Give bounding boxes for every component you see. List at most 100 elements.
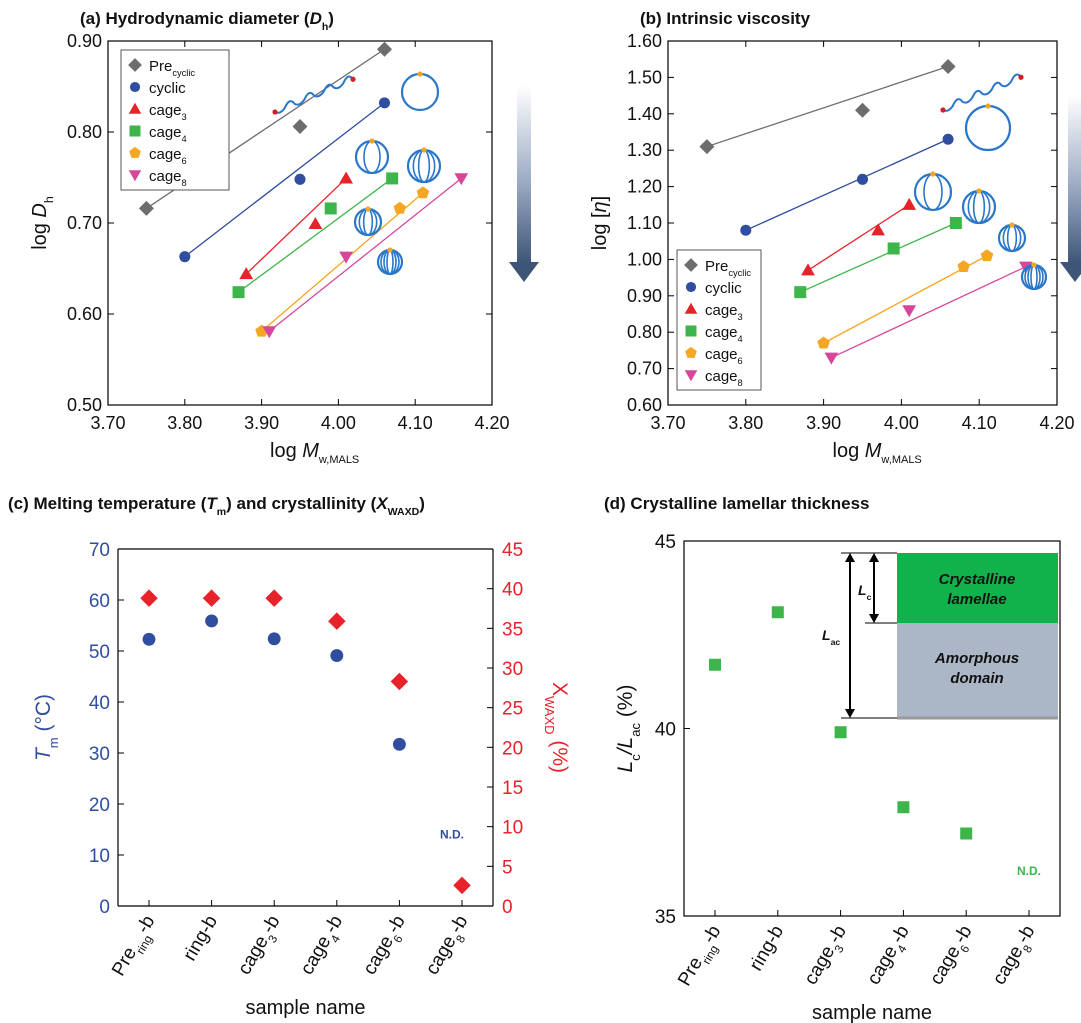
y-axis-label-left: Tm (°C) [32,694,61,761]
y-tick-label: 1.30 [627,140,662,160]
legend-label: cage3 [705,302,743,322]
series-right [140,589,471,895]
ring-outline [354,139,390,175]
data-point [942,133,954,145]
arrow-head [1060,262,1081,282]
x-tick-label: 4.10 [962,413,997,433]
data-point [294,173,306,185]
arrow-head [509,262,539,282]
legend-label: cage6 [149,146,187,166]
amorphous-label: Amorphous [934,650,1019,667]
legend-marker [128,170,142,182]
ring-junction [417,71,423,77]
ring-junction [387,247,393,253]
x-tick-label: 3.80 [728,413,763,433]
y-tick-label: 40 [655,720,676,741]
ring-meridian [358,208,378,236]
data-point [339,171,353,184]
ring-junction [985,103,991,109]
data-point [856,173,869,185]
data-point [940,59,956,74]
y-tick-label-right: 10 [502,818,523,839]
series-lc-lac [709,606,973,840]
ring-meridian [923,173,943,211]
lac-arrowhead [845,709,855,718]
y-axis-label: log Dh [29,196,56,250]
data-point [179,251,191,263]
data-point [454,173,469,186]
y-axis-label: Lc/Lac (%) [614,685,643,773]
y-tick-label: 1.50 [627,67,662,87]
y-tick-label: 45 [655,532,676,553]
legend-label: cage4 [705,324,743,344]
y-tick-label: 0.90 [627,286,662,306]
y-tick-label: 0.60 [627,395,662,415]
series-cage6 [817,249,994,349]
legend-label: Precyclic [149,58,195,78]
legend-marker [128,102,142,114]
y-tick-label-right: 40 [502,580,523,601]
ring-outline [964,104,1012,152]
data-point [801,263,815,276]
amorphous-block [897,623,1058,718]
ring-meridian [383,249,397,275]
legend-label: cage3 [149,102,187,122]
x-tick-label: 3.70 [650,413,685,433]
data-point [262,326,277,339]
panel-a: (a) Hydrodynamic diameter (Dh) 3.70 3.80 3.… [29,9,539,466]
data-point [202,589,221,607]
legend-label: cage8 [149,168,187,188]
category-label: Prering-b [674,922,729,992]
legend-label: cage4 [149,124,187,144]
panel-c: (c) Melting temperature (Tm) and crystal… [8,494,571,1019]
y-tick-label: 1.10 [627,213,662,233]
series-cyclic [179,97,391,263]
legend-label: cyclic [149,80,186,97]
ring-junction [976,188,982,194]
data-point [232,286,245,299]
x-axis-label: log Mw,MALS [833,440,922,466]
ring-meridian [417,149,431,183]
legend-marker [685,281,697,293]
category-label: cage6-b [926,922,980,991]
amorphous-label: domain [950,670,1003,687]
data-point [824,352,839,365]
panel-title: (b) Intrinsic viscosity [640,9,811,28]
y-axis-label-right: XWAXD (%) [543,682,572,773]
series-line [268,177,462,332]
ring-meridian [362,208,374,236]
ring-glyph [1020,262,1048,291]
data-point [265,589,283,607]
legend-marker [684,302,698,314]
ring-glyph [353,206,383,237]
ring-glyph [961,188,997,225]
ring-junction [421,147,427,153]
ring-glyph [354,138,390,175]
trend-arrow [509,85,539,282]
series-cage8 [262,173,469,339]
data-point [339,251,353,264]
legend-marker [685,325,697,337]
y-tick-label-right: 35 [502,619,523,640]
y-tick-label: 0.80 [67,122,102,142]
legend-marker [129,125,141,137]
y-tick-label: 1.00 [627,249,662,269]
category-label: cage8-b [989,922,1043,991]
y-tick-label: 1.20 [627,177,662,197]
legend-marker [684,258,698,272]
category-label: cage4-b [297,912,351,981]
y-tick-label: 0.70 [67,213,102,233]
y-tick-label: 0.70 [627,359,662,379]
x-tick-label: 3.80 [167,413,202,433]
data-point [392,737,406,751]
data-point [887,242,900,255]
data-point [140,589,158,607]
data-point [709,658,721,671]
data-point [142,632,156,646]
data-point [834,726,847,739]
data-point [267,632,281,646]
ring-junction [1031,262,1037,268]
series-cage4 [794,217,962,299]
ring-glyph [406,147,442,184]
